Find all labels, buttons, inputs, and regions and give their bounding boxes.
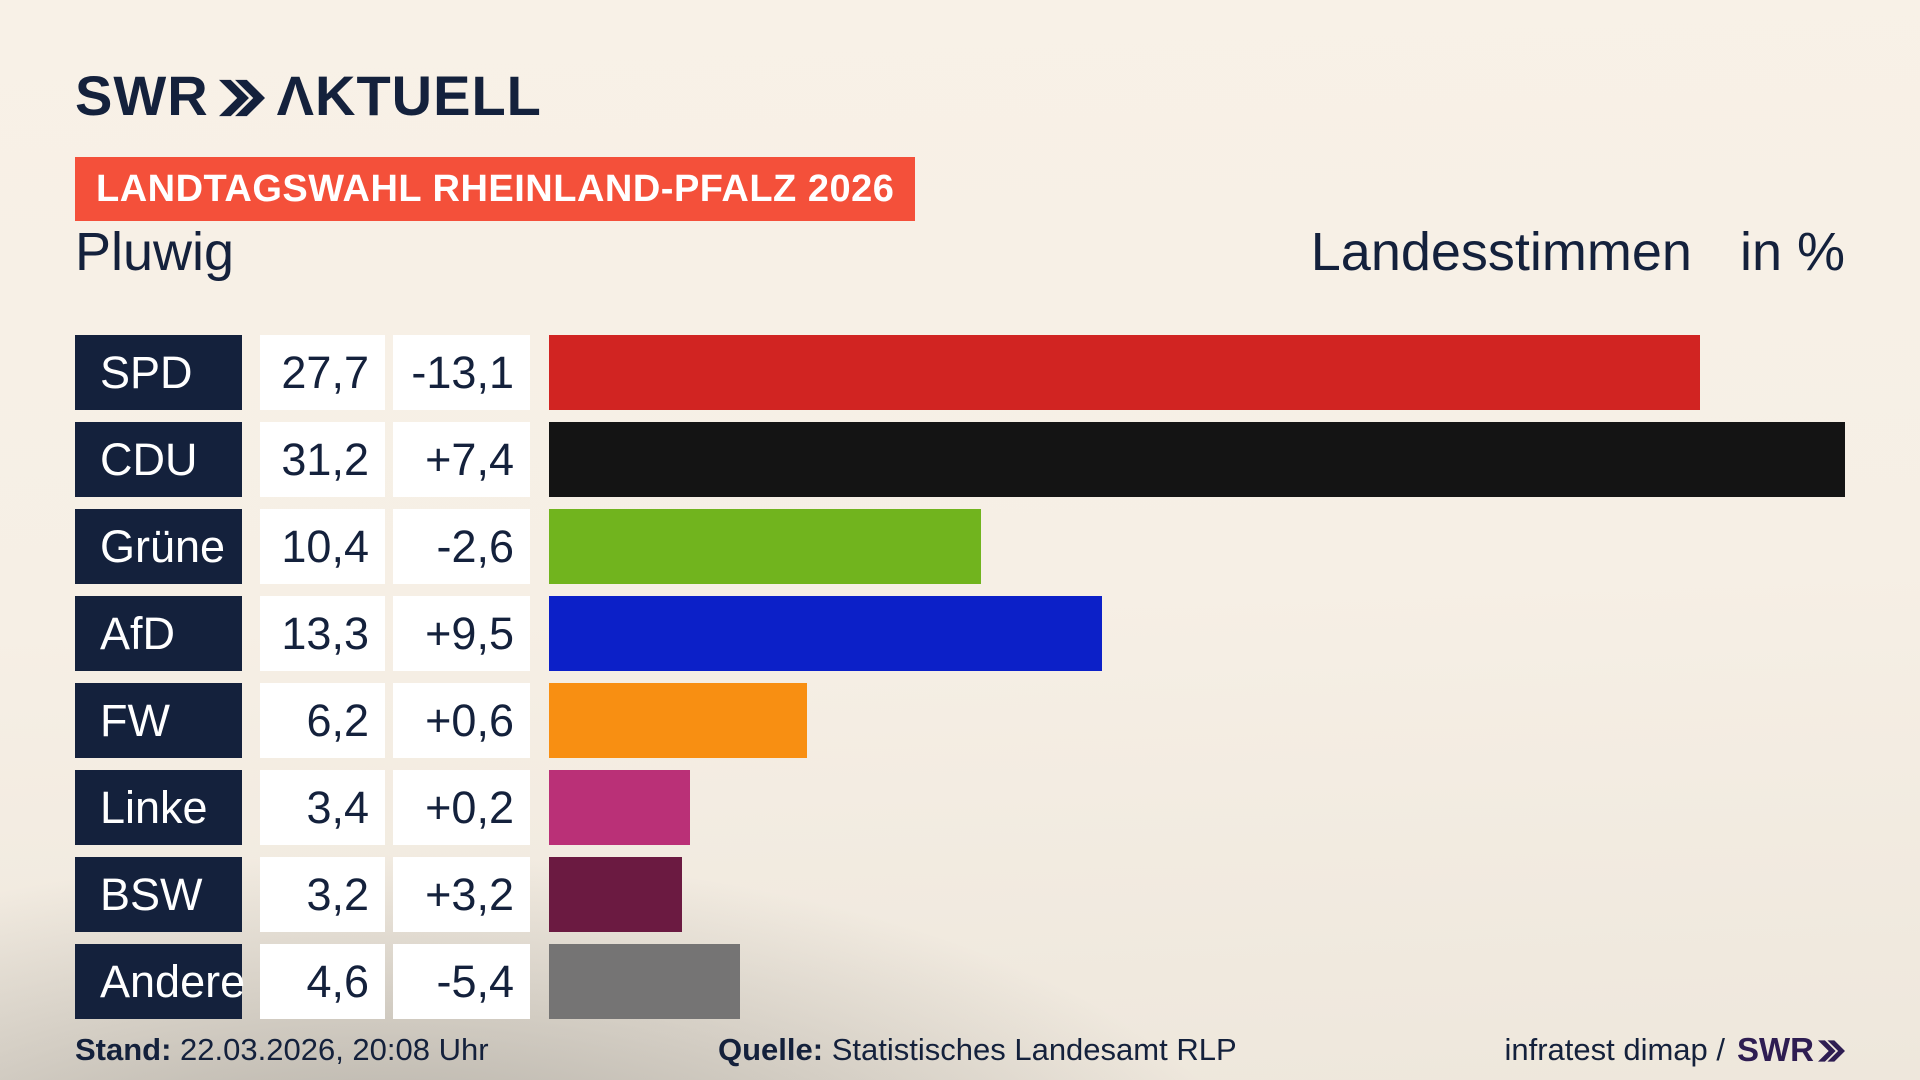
party-row: BSW 3,2 +3,2 [0, 857, 1920, 932]
party-change-value: +0,6 [393, 683, 530, 758]
party-label: FW [75, 683, 242, 758]
party-label: BSW [75, 857, 242, 932]
stand-label: Stand: [75, 1032, 172, 1067]
party-row: SPD 27,7 -13,1 [0, 335, 1920, 410]
party-change-value: -2,6 [393, 509, 530, 584]
party-row: Linke 3,4 +0,2 [0, 770, 1920, 845]
party-change-value: +9,5 [393, 596, 530, 671]
party-bar [549, 857, 682, 932]
swr-aktuell-logo: SWR ΛKTUELL [75, 68, 542, 124]
party-bar [549, 335, 1700, 410]
municipality-title: Pluwig [75, 222, 235, 282]
stand-value: 22.03.2026, 20:08 Uhr [171, 1032, 489, 1067]
party-label: Grüne [75, 509, 242, 584]
party-result-value: 10,4 [260, 509, 385, 584]
stand-timestamp: Stand: 22.03.2026, 20:08 Uhr [75, 1032, 489, 1068]
credit-swr-text: SWR [1737, 1031, 1814, 1068]
credit-text: infratest dimap / [1504, 1032, 1725, 1067]
party-bar [549, 770, 690, 845]
source-label: Quelle: [718, 1032, 824, 1067]
swr-double-chevron-icon [218, 79, 265, 117]
party-bar [549, 683, 807, 758]
party-result-value: 3,2 [260, 857, 385, 932]
party-change-value: -13,1 [393, 335, 530, 410]
swr-double-chevron-small-icon [1818, 1040, 1845, 1062]
party-result-value: 6,2 [260, 683, 385, 758]
party-change-value: +7,4 [393, 422, 530, 497]
party-bar [549, 422, 1845, 497]
party-change-value: -5,4 [393, 944, 530, 1019]
party-result-value: 4,6 [260, 944, 385, 1019]
party-label: SPD [75, 335, 242, 410]
party-result-value: 27,7 [260, 335, 385, 410]
party-row: Grüne 10,4 -2,6 [0, 509, 1920, 584]
party-row: FW 6,2 +0,6 [0, 683, 1920, 758]
party-label: Linke [75, 770, 242, 845]
party-label: CDU [75, 422, 242, 497]
source-value: Statistisches Landesamt RLP [823, 1032, 1237, 1067]
logo-aktuell-text: ΛKTUELL [276, 64, 542, 127]
party-result-value: 3,4 [260, 770, 385, 845]
party-bar [549, 509, 981, 584]
party-label: AfD [75, 596, 242, 671]
party-result-value: 13,3 [260, 596, 385, 671]
credit-note: infratest dimap / SWR [1504, 1032, 1845, 1068]
party-row: Andere 4,6 -5,4 [0, 944, 1920, 1019]
vote-type-title: Landesstimmen in % [1311, 220, 1845, 284]
logo-swr-text: SWR [75, 64, 209, 127]
party-bar [549, 944, 740, 1019]
election-banner: LANDTAGSWAHL RHEINLAND-PFALZ 2026 [75, 157, 916, 221]
party-row: CDU 31,2 +7,4 [0, 422, 1920, 497]
party-row: AfD 13,3 +9,5 [0, 596, 1920, 671]
party-bar [549, 596, 1102, 671]
source-note: Quelle: Statistisches Landesamt RLP [718, 1032, 1237, 1068]
party-change-value: +0,2 [393, 770, 530, 845]
unit-label: in % [1739, 222, 1845, 282]
party-change-value: +3,2 [393, 857, 530, 932]
party-label: Andere [75, 944, 245, 1019]
party-result-value: 31,2 [260, 422, 385, 497]
vote-type-label: Landesstimmen [1310, 222, 1692, 282]
